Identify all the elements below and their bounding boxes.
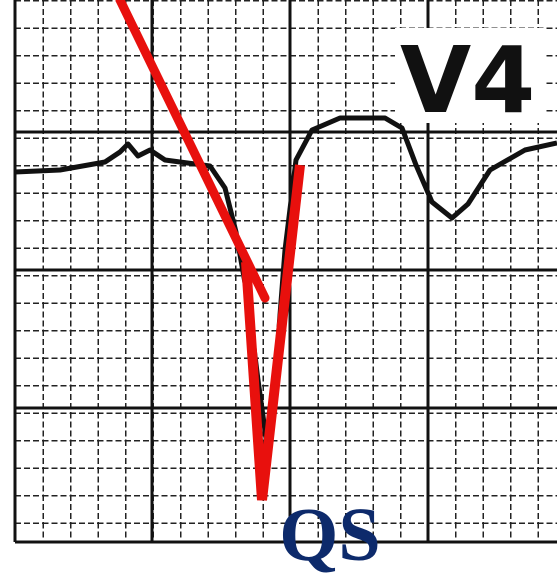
annotation: QS bbox=[279, 493, 380, 576]
page: V4 QS (() => { const data = JSON.parse(d… bbox=[0, 0, 557, 576]
ecg-figure: V4 QS bbox=[0, 0, 557, 576]
lead-label: V4 bbox=[400, 27, 535, 134]
